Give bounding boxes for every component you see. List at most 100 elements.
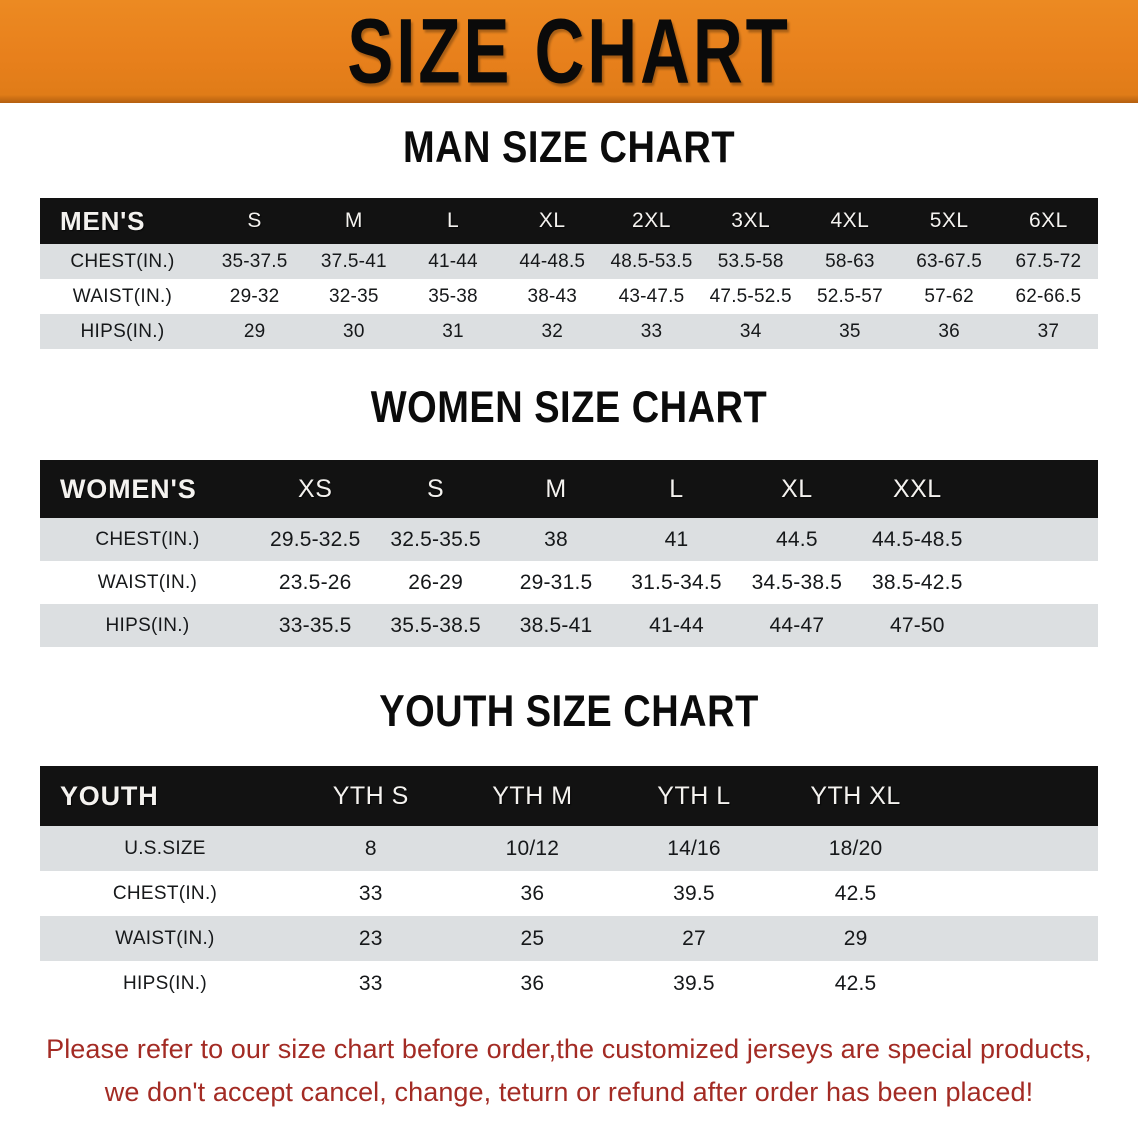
youth-cell: 36 — [451, 871, 614, 916]
women-cell: 31.5-34.5 — [616, 561, 737, 604]
man-cell: 37.5-41 — [304, 244, 404, 279]
man-size-table: MEN'S S M L XL 2XL 3XL 4XL 5XL 6XL CHEST… — [40, 198, 1098, 349]
youth-cell-empty — [936, 916, 1098, 961]
youth-cell-empty — [936, 826, 1098, 871]
man-cell: 57-62 — [899, 279, 999, 314]
man-cell: 37 — [998, 314, 1098, 349]
women-section-heading: WOMEN SIZE CHART — [370, 383, 768, 433]
man-cell: 43-47.5 — [601, 279, 702, 314]
youth-col-header: YTH M — [451, 766, 614, 826]
youth-row-label: CHEST(IN.) — [40, 871, 290, 916]
man-cell: 52.5-57 — [800, 279, 900, 314]
youth-col-header: YTH S — [290, 766, 452, 826]
youth-row-label: HIPS(IN.) — [40, 961, 290, 1006]
man-row-label: CHEST(IN.) — [40, 244, 205, 279]
women-cell: 29.5-32.5 — [255, 518, 376, 561]
notice-line-1: Please refer to our size chart before or… — [46, 1034, 1092, 1064]
women-row-label: CHEST(IN.) — [40, 518, 255, 561]
women-cell: 41 — [616, 518, 737, 561]
man-cell: 48.5-53.5 — [601, 244, 702, 279]
youth-cell: 14/16 — [613, 826, 775, 871]
women-cell: 34.5-38.5 — [736, 561, 858, 604]
women-cell: 41-44 — [616, 604, 737, 647]
youth-cell: 36 — [451, 961, 614, 1006]
women-col-header-empty — [977, 460, 1098, 518]
youth-cell: 39.5 — [613, 961, 775, 1006]
page-banner: SIZE CHART — [0, 0, 1138, 103]
man-col-header: L — [403, 198, 503, 244]
youth-cell: 23 — [290, 916, 452, 961]
man-corner-label: MEN'S — [40, 198, 205, 244]
women-corner-label: WOMEN'S — [40, 460, 255, 518]
youth-cell-empty — [936, 871, 1098, 916]
women-col-header: L — [616, 460, 737, 518]
man-row-label: HIPS(IN.) — [40, 314, 205, 349]
man-cell: 32 — [502, 314, 602, 349]
man-col-header: 2XL — [601, 198, 702, 244]
man-cell: 33 — [601, 314, 702, 349]
women-row-label: WAIST(IN.) — [40, 561, 255, 604]
man-cell: 47.5-52.5 — [701, 279, 801, 314]
man-cell: 41-44 — [403, 244, 503, 279]
man-size-table-wrapper: MEN'S S M L XL 2XL 3XL 4XL 5XL 6XL CHEST… — [40, 198, 1098, 349]
youth-size-table-wrapper: YOUTH YTH S YTH M YTH L YTH XL U.S.SIZE … — [40, 766, 1098, 1006]
man-col-header: 3XL — [701, 198, 801, 244]
women-cell: 44.5 — [736, 518, 858, 561]
man-cell: 29 — [205, 314, 305, 349]
man-cell: 35-37.5 — [205, 244, 305, 279]
women-row-label: HIPS(IN.) — [40, 604, 255, 647]
women-cell: 26-29 — [375, 561, 496, 604]
man-cell: 34 — [701, 314, 801, 349]
table-row: WAIST(IN.) 23.5-26 26-29 29-31.5 31.5-34… — [40, 561, 1098, 604]
women-col-header: S — [375, 460, 496, 518]
table-row: HIPS(IN.) 33-35.5 35.5-38.5 38.5-41 41-4… — [40, 604, 1098, 647]
women-cell-empty — [977, 561, 1098, 604]
table-row: WAIST(IN.) 29-32 32-35 35-38 38-43 43-47… — [40, 279, 1098, 314]
youth-size-table: YOUTH YTH S YTH M YTH L YTH XL U.S.SIZE … — [40, 766, 1098, 1006]
table-row: CHEST(IN.) 35-37.5 37.5-41 41-44 44-48.5… — [40, 244, 1098, 279]
women-col-header: XS — [255, 460, 376, 518]
man-cell: 63-67.5 — [899, 244, 999, 279]
notice-line-2: we don't accept cancel, change, teturn o… — [104, 1077, 1034, 1108]
women-cell: 35.5-38.5 — [375, 604, 496, 647]
table-row: WAIST(IN.) 23 25 27 29 — [40, 916, 1098, 961]
youth-cell: 39.5 — [613, 871, 775, 916]
man-cell: 38-43 — [502, 279, 602, 314]
youth-cell-empty — [936, 961, 1098, 1006]
youth-section-heading: YOUTH SIZE CHART — [379, 687, 759, 737]
man-row-label: WAIST(IN.) — [40, 279, 205, 314]
women-cell: 44.5-48.5 — [857, 518, 978, 561]
youth-row-label: WAIST(IN.) — [40, 916, 290, 961]
women-cell: 47-50 — [857, 604, 978, 647]
youth-cell: 42.5 — [774, 871, 937, 916]
youth-cell: 10/12 — [451, 826, 614, 871]
women-cell-empty — [977, 518, 1098, 561]
man-col-header: XL — [502, 198, 602, 244]
page-title: SIZE CHART — [347, 0, 791, 103]
youth-row-label: U.S.SIZE — [40, 826, 290, 871]
man-cell: 67.5-72 — [998, 244, 1098, 279]
women-cell: 38.5-42.5 — [857, 561, 978, 604]
women-table-header-row: WOMEN'S XS S M L XL XXL — [40, 460, 1098, 518]
women-size-table: WOMEN'S XS S M L XL XXL CHEST(IN.) 29.5-… — [40, 460, 1098, 647]
man-section-heading: MAN SIZE CHART — [402, 123, 736, 173]
man-cell: 35 — [800, 314, 900, 349]
youth-table-header-row: YOUTH YTH S YTH M YTH L YTH XL — [40, 766, 1098, 826]
man-cell: 32-35 — [304, 279, 404, 314]
women-col-header: XXL — [857, 460, 978, 518]
women-col-header: M — [495, 460, 617, 518]
man-table-header-row: MEN'S S M L XL 2XL 3XL 4XL 5XL 6XL — [40, 198, 1098, 244]
youth-cell: 27 — [613, 916, 775, 961]
man-cell: 36 — [899, 314, 999, 349]
youth-cell: 25 — [451, 916, 614, 961]
man-cell: 35-38 — [403, 279, 503, 314]
women-size-table-wrapper: WOMEN'S XS S M L XL XXL CHEST(IN.) 29.5-… — [40, 460, 1098, 647]
women-cell: 32.5-35.5 — [375, 518, 496, 561]
youth-cell: 42.5 — [774, 961, 937, 1006]
youth-cell: 33 — [290, 961, 452, 1006]
order-policy-notice: Please refer to our size chart before or… — [34, 1028, 1104, 1114]
table-row: HIPS(IN.) 33 36 39.5 42.5 — [40, 961, 1098, 1006]
man-cell: 30 — [304, 314, 404, 349]
man-cell: 31 — [403, 314, 503, 349]
man-cell: 62-66.5 — [998, 279, 1098, 314]
